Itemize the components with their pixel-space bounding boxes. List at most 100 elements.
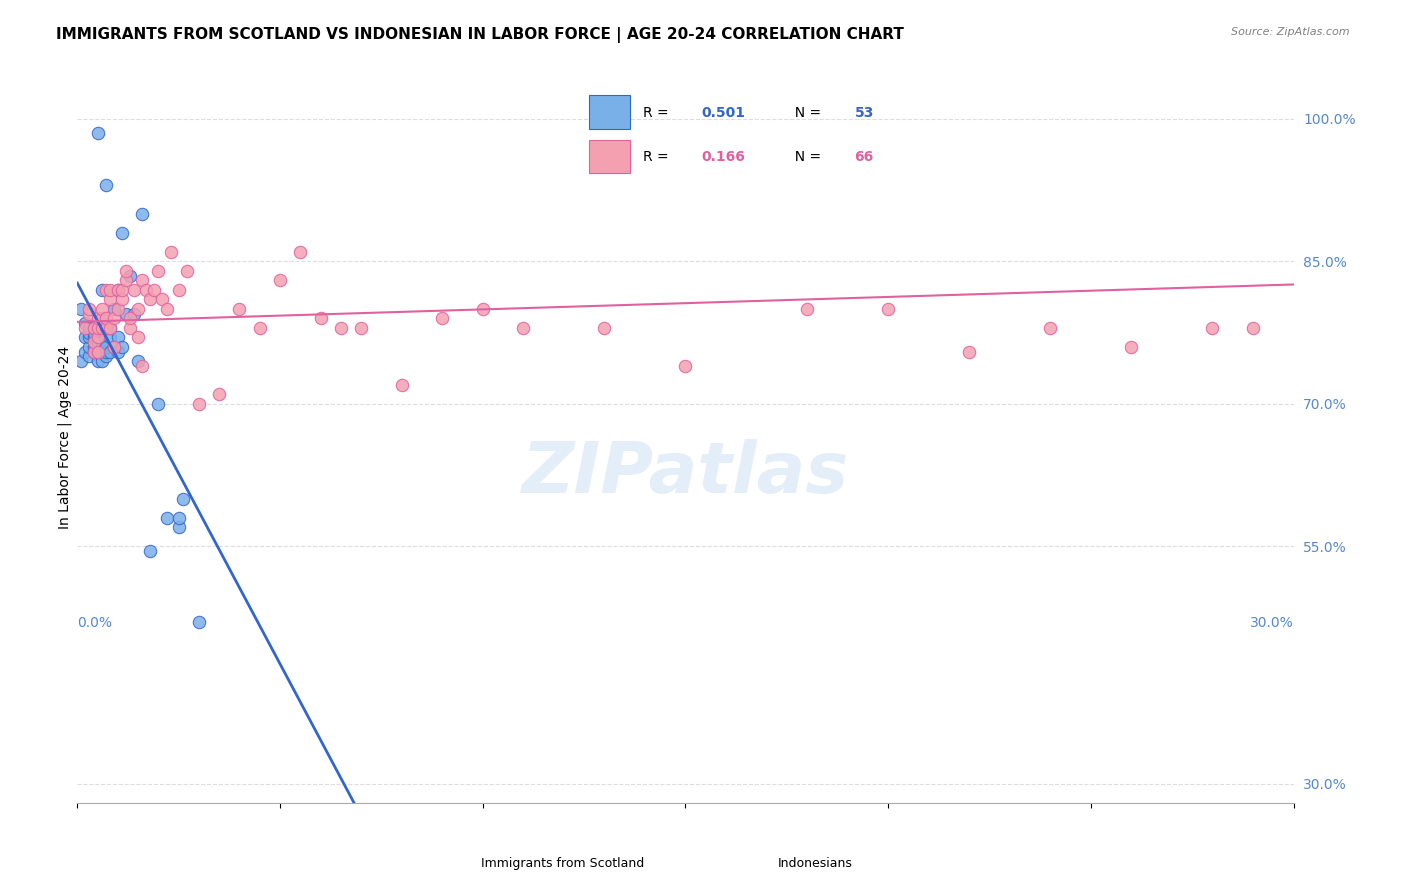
Point — [79, 340, 101, 354]
Point — [675, 359, 697, 373]
Point — [79, 307, 101, 321]
Text: Source: ZipAtlas.com: Source: ZipAtlas.com — [1232, 27, 1350, 37]
Point — [167, 511, 190, 525]
Text: 30.0%: 30.0% — [1250, 616, 1294, 631]
Point — [176, 264, 198, 278]
Point — [159, 244, 181, 259]
Point — [115, 273, 138, 287]
Point — [148, 397, 170, 411]
Text: IMMIGRANTS FROM SCOTLAND VS INDONESIAN IN LABOR FORCE | AGE 20-24 CORRELATION CH: IMMIGRANTS FROM SCOTLAND VS INDONESIAN I… — [56, 27, 904, 43]
Point — [432, 311, 454, 326]
Point — [94, 283, 117, 297]
Point — [86, 311, 108, 326]
Point — [90, 340, 112, 354]
Point — [79, 301, 101, 316]
Point — [1201, 321, 1223, 335]
Point — [103, 311, 125, 326]
Point — [79, 349, 101, 363]
Point — [94, 311, 117, 326]
Point — [103, 301, 125, 316]
Point — [90, 335, 112, 350]
Point — [118, 321, 141, 335]
Point — [86, 344, 108, 359]
Point — [83, 344, 105, 359]
Point — [83, 344, 105, 359]
Point — [152, 293, 174, 307]
Point — [131, 273, 153, 287]
Point — [877, 301, 900, 316]
Point — [86, 126, 108, 140]
Point — [309, 311, 332, 326]
Text: Immigrants from Scotland: Immigrants from Scotland — [481, 856, 644, 870]
Point — [122, 283, 145, 297]
Point — [90, 344, 112, 359]
Point — [75, 330, 97, 344]
Point — [90, 354, 112, 368]
Point — [148, 264, 170, 278]
Point — [796, 301, 818, 316]
Point — [167, 283, 190, 297]
Point — [118, 268, 141, 283]
Point — [83, 335, 105, 350]
Point — [107, 283, 129, 297]
Point — [90, 321, 112, 335]
Point — [83, 330, 105, 344]
Point — [83, 326, 105, 340]
Point — [107, 301, 129, 316]
Point — [94, 321, 117, 335]
Point — [86, 344, 108, 359]
Point — [155, 511, 177, 525]
Point — [127, 354, 149, 368]
Point — [79, 330, 101, 344]
Point — [86, 340, 108, 354]
Point — [86, 335, 108, 350]
Point — [98, 283, 121, 297]
Point — [512, 321, 534, 335]
Point — [329, 321, 352, 335]
Point — [90, 301, 112, 316]
Point — [70, 301, 93, 316]
Point — [127, 301, 149, 316]
Point — [249, 321, 271, 335]
Point — [350, 321, 373, 335]
Point — [1039, 321, 1062, 335]
Point — [98, 293, 121, 307]
Point — [83, 340, 105, 354]
Text: Indonesians: Indonesians — [778, 856, 853, 870]
Point — [98, 321, 121, 335]
Point — [115, 264, 138, 278]
Point — [94, 321, 117, 335]
Point — [167, 520, 190, 534]
Point — [90, 311, 112, 326]
Text: 0.0%: 0.0% — [77, 616, 112, 631]
Point — [155, 301, 177, 316]
Point — [269, 273, 291, 287]
Point — [98, 344, 121, 359]
Point — [111, 293, 134, 307]
Point — [107, 344, 129, 359]
Point — [75, 321, 97, 335]
Point — [143, 283, 166, 297]
Point — [83, 321, 105, 335]
Point — [83, 321, 105, 335]
Point — [86, 354, 108, 368]
Point — [79, 321, 101, 335]
Point — [188, 397, 211, 411]
Y-axis label: In Labor Force | Age 20-24: In Labor Force | Age 20-24 — [58, 345, 72, 529]
Point — [70, 354, 93, 368]
Point — [172, 491, 194, 506]
Point — [228, 301, 250, 316]
Point — [111, 226, 134, 240]
Point — [131, 207, 153, 221]
Point — [208, 387, 231, 401]
Point — [75, 344, 97, 359]
Point — [471, 301, 494, 316]
Point — [111, 340, 134, 354]
Point — [86, 330, 108, 344]
Point — [98, 330, 121, 344]
Point — [290, 244, 312, 259]
Text: ZIPatlas: ZIPatlas — [522, 439, 849, 508]
Point — [135, 283, 157, 297]
Point — [1241, 321, 1264, 335]
Point — [94, 344, 117, 359]
